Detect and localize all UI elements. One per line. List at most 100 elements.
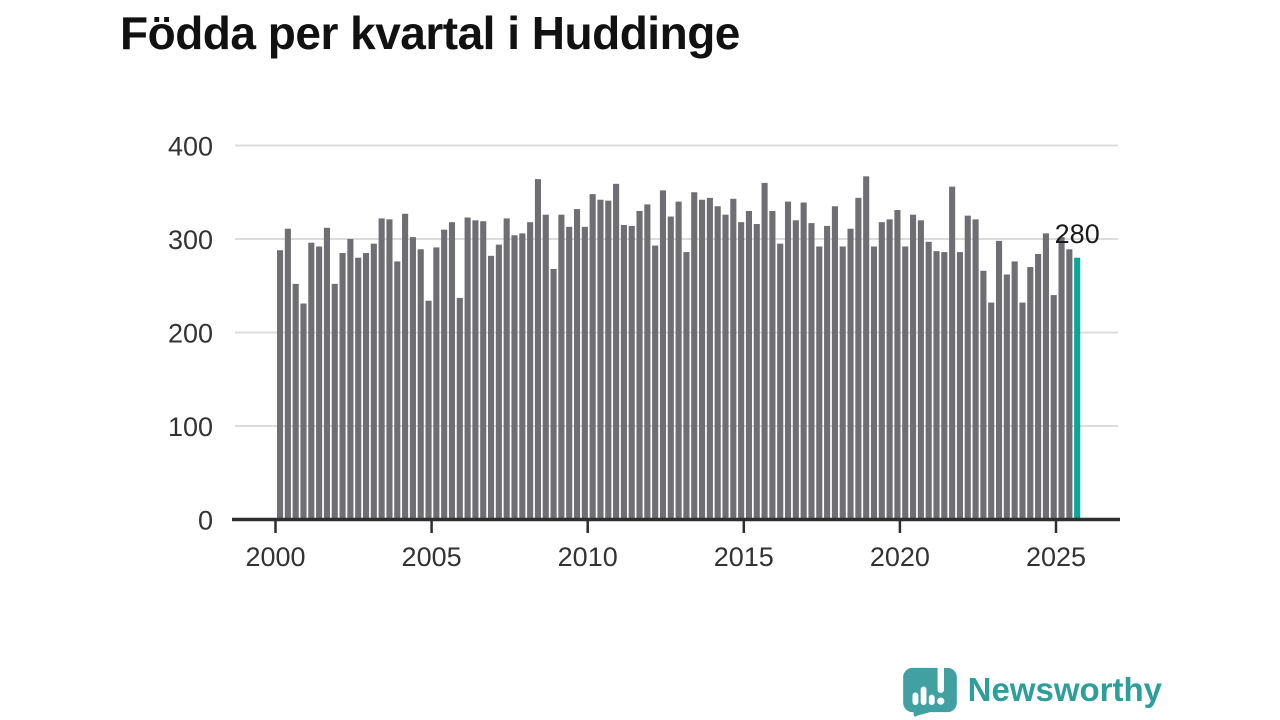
bar-quarter — [738, 222, 745, 520]
x-tick-label-2005: 2005 — [402, 542, 462, 572]
bar-quarter — [1011, 261, 1018, 520]
bar-quarter — [659, 190, 667, 520]
bar-quarter — [1003, 274, 1010, 520]
bar-quarter — [370, 243, 377, 520]
bar-quarter — [284, 228, 291, 520]
bar-quarter — [863, 176, 870, 520]
x-tick-label-2015: 2015 — [714, 542, 774, 572]
bar-quarter — [1050, 295, 1057, 520]
bar-quarter — [988, 302, 995, 520]
logo-bar-2 — [920, 686, 927, 706]
bar-quarter — [550, 268, 557, 520]
bar-quarter — [847, 228, 854, 520]
bar-quarter — [933, 251, 940, 520]
bar-quarter — [308, 242, 315, 520]
bar-quarter — [597, 199, 604, 520]
bar-quarter — [683, 252, 690, 520]
bar-quarter — [331, 283, 338, 520]
bar-quarter — [636, 210, 643, 520]
bar-quarter — [964, 215, 971, 520]
bar-quarter — [745, 210, 752, 520]
bar-quarter — [448, 222, 456, 520]
bar-quarter — [706, 197, 713, 520]
bar-quarter — [402, 213, 409, 520]
logo-bar-3 — [928, 694, 935, 706]
bar-quarter — [394, 261, 401, 520]
x-tick-label-2000: 2000 — [245, 542, 305, 572]
bar-quarter — [816, 246, 823, 520]
bar-quarter — [300, 303, 307, 520]
bar-quarter — [925, 241, 932, 520]
bar-quarter — [1035, 253, 1042, 520]
bar-quarter — [581, 226, 588, 520]
bar-quarter — [495, 244, 502, 520]
bar-quarter — [425, 300, 432, 520]
bar-quarter — [769, 210, 776, 520]
bar-quarter — [980, 270, 987, 520]
y-tick-label-100: 100 — [168, 412, 213, 442]
newsworthy-branding: Newsworthy — [902, 662, 1162, 718]
bar-quarter — [886, 219, 893, 520]
bar-quarter — [534, 179, 541, 520]
bar-quarter — [753, 224, 760, 520]
bar-quarter — [456, 297, 463, 520]
bar-quarter — [784, 201, 792, 520]
bar-quarter — [589, 194, 596, 520]
bar-quarter — [792, 220, 799, 520]
bar-quarter — [800, 202, 807, 520]
chart-title: Födda per kvartal i Huddinge — [120, 7, 740, 59]
bar-quarter — [667, 216, 674, 520]
bar-quarter — [566, 226, 573, 520]
newsworthy-logo-icon — [902, 663, 957, 717]
bar-quarter — [488, 255, 495, 520]
bar-quarter — [620, 224, 627, 520]
bar-quarter — [628, 225, 635, 520]
bar-quarter — [441, 229, 448, 520]
bar-quarter — [433, 247, 440, 520]
bar-quarter — [339, 253, 346, 520]
bar-quarter — [972, 219, 979, 520]
bar-quarter — [714, 206, 721, 520]
bar-quarter — [699, 199, 706, 520]
x-tick-label-2025: 2025 — [1026, 542, 1086, 572]
bar-quarter — [1042, 233, 1049, 520]
bar-quarter — [644, 204, 651, 520]
bar-quarter — [292, 283, 299, 520]
bar-quarter — [386, 219, 393, 520]
bar-quarter — [511, 235, 518, 520]
latest-value-annotation: 280 — [1055, 219, 1100, 249]
y-tick-label-0: 0 — [198, 506, 213, 536]
x-tick-label-2020: 2020 — [870, 542, 930, 572]
bar-quarter — [808, 223, 815, 520]
bar-quarter — [956, 252, 964, 520]
bar-quarter — [480, 221, 487, 520]
bar-quarter — [464, 217, 471, 520]
bar-quarter — [941, 252, 948, 520]
bar-quarter — [839, 246, 846, 520]
bar-quarter — [605, 200, 612, 520]
bar-quarter — [910, 214, 917, 520]
bar-quarter — [722, 214, 729, 520]
bar-quarter — [894, 210, 901, 520]
bar-quarter — [503, 218, 510, 520]
bar-quarter — [573, 209, 581, 520]
y-tick-label-200: 200 — [168, 319, 213, 349]
bar-quarter — [347, 239, 354, 520]
speech-bubble-shape — [902, 667, 957, 717]
bar-quarter — [323, 227, 330, 520]
bar-quarter — [831, 206, 838, 520]
bar-quarter — [949, 186, 956, 520]
bar-quarter — [824, 225, 831, 520]
bar-quarter — [870, 246, 878, 520]
logo-exclamation-dot — [936, 697, 944, 705]
newsworthy-wordmark: Newsworthy — [967, 671, 1162, 708]
bar-quarter — [1027, 267, 1034, 520]
bar-quarter — [277, 250, 284, 520]
bar-quarter — [613, 183, 620, 520]
bar-quarter — [761, 182, 768, 520]
bar-quarter — [1058, 237, 1065, 520]
bar-quarter — [527, 222, 534, 520]
bar-quarter — [917, 220, 924, 520]
